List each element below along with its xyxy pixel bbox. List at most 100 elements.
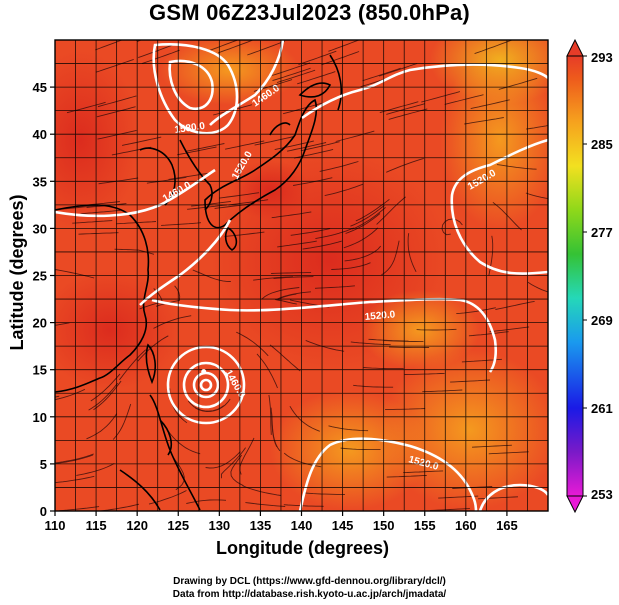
streamline: [300, 141, 340, 152]
streamline: [368, 338, 409, 342]
y-tick-label: 10: [33, 410, 47, 425]
streamline: [210, 40, 239, 51]
x-tick-label: 115: [86, 518, 107, 533]
streamline: [477, 496, 519, 500]
colorbar-tick-label: 261: [591, 401, 613, 416]
y-tick-label: 20: [33, 316, 47, 331]
streamline: [228, 199, 269, 206]
streamline: [290, 228, 331, 236]
streamline: [146, 176, 187, 184]
streamline: [340, 447, 381, 451]
streamline: [99, 503, 140, 511]
streamline: [464, 117, 504, 125]
x-tick-label: 145: [332, 518, 354, 533]
streamline: [88, 382, 119, 411]
y-tick-label: 15: [33, 363, 47, 378]
y-tick-label: 45: [33, 80, 47, 95]
streamline: [97, 95, 137, 108]
streamline: [450, 379, 491, 383]
streamline: [167, 430, 201, 455]
streamline: [421, 91, 461, 103]
streamline: [214, 203, 255, 209]
streamline: [95, 40, 124, 51]
streamline: [527, 281, 548, 293]
streamline: [376, 196, 406, 225]
streamline: [350, 205, 385, 227]
streamline: [496, 164, 537, 170]
streamline: [271, 272, 312, 274]
streamline: [331, 262, 371, 270]
streamline: [220, 447, 246, 479]
colorbar-tick-label: 269: [591, 313, 613, 328]
streamline: [161, 222, 202, 226]
streamline: [283, 504, 324, 507]
streamline: [328, 40, 361, 52]
streamline: [55, 475, 95, 484]
streamline: [261, 287, 300, 300]
streamline: [355, 199, 390, 222]
streamline: [386, 103, 425, 115]
contour-label: 1580.0: [174, 121, 206, 136]
streamline: [247, 40, 285, 56]
streamline: [526, 125, 548, 130]
streamline: [305, 339, 345, 352]
streamline: [273, 276, 314, 279]
streamline: [135, 40, 139, 41]
streamline: [444, 94, 484, 105]
streamline: [187, 400, 225, 412]
streamline: [224, 231, 265, 237]
streamline: [274, 291, 311, 302]
x-tick-label: 150: [373, 518, 395, 533]
streamline: [78, 232, 119, 235]
streamline: [172, 456, 185, 491]
x-tick-label: 155: [414, 518, 436, 533]
streamline: [353, 384, 394, 388]
streamline: [386, 475, 427, 478]
streamline: [389, 346, 430, 349]
streamline: [55, 453, 94, 464]
y-tick-label: 0: [40, 504, 47, 519]
streamline: [488, 235, 494, 276]
streamline: [119, 349, 147, 381]
streamline: [225, 140, 265, 150]
streamline: [72, 220, 113, 224]
coastlines: [55, 54, 342, 511]
streamline: [328, 425, 369, 432]
x-tick-label: 160: [455, 518, 477, 533]
colorbar-tick-label: 277: [591, 225, 613, 240]
y-tick-label: 30: [33, 221, 47, 236]
streamline: [268, 394, 272, 435]
streamline: [489, 326, 530, 333]
x-tick-label: 125: [167, 518, 189, 533]
streamline: [416, 328, 457, 331]
x-axis: 110 115 120 125 130 135 140 145 150 155 160 165: [45, 511, 518, 533]
streamline: [492, 201, 522, 231]
streamline: [272, 67, 311, 82]
y-tick-label: 35: [33, 174, 47, 189]
y-axis-label: Latitude (degrees): [7, 194, 27, 351]
streamline: [407, 233, 417, 273]
streamline: [55, 454, 94, 465]
streamline: [277, 240, 317, 248]
streamline: [55, 322, 70, 326]
streamline: [271, 211, 312, 219]
y-tick-label: 5: [40, 457, 47, 472]
chart-title: GSM 06Z23Jul2023 (850.0hPa): [149, 0, 470, 25]
streamline: [137, 335, 169, 362]
streamline: [236, 331, 269, 357]
streamline: [293, 177, 333, 186]
x-tick-label: 110: [45, 518, 66, 533]
y-tick-label: 25: [33, 269, 47, 284]
streamline: [138, 43, 176, 59]
streamline: [470, 99, 510, 110]
data-source-credit: Data from http://database.rish.kyoto-u.a…: [172, 589, 447, 600]
streamline: [422, 389, 463, 393]
streamline: [93, 380, 122, 411]
y-tick-label: 40: [33, 127, 47, 142]
streamline: [381, 240, 400, 276]
x-tick-label: 120: [126, 518, 148, 533]
colorbar-tick-label: 253: [591, 487, 613, 502]
y-axis: 0 5 10 15 20 25 30 35 40 45: [33, 80, 55, 519]
streamline: [385, 408, 426, 410]
